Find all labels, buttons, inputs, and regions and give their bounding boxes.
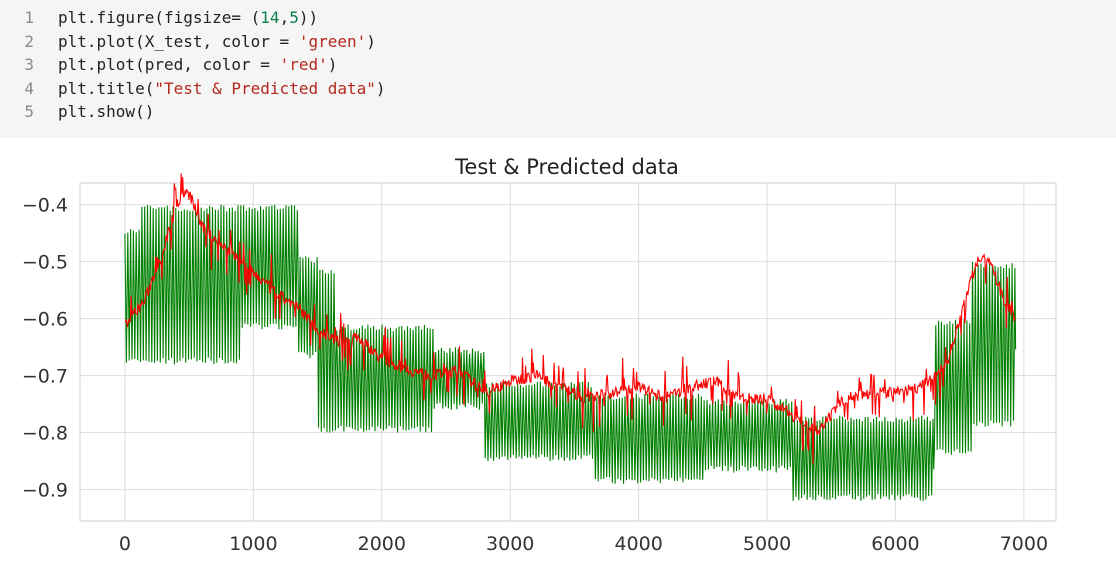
series-layer	[124, 173, 1017, 502]
x-tick-label: 4000	[614, 533, 662, 555]
code-source: plt.plot(pred, color = 'red')	[58, 53, 337, 76]
code-token: ,	[279, 8, 290, 27]
code-cell[interactable]: 1 plt.figure(figsize= (14,5)) 2 plt.plot(X_…	[0, 0, 1116, 138]
line-number: 5	[24, 102, 34, 121]
y-tick-label: −0.6	[22, 309, 68, 331]
code-token: )	[375, 78, 386, 98]
code-source: plt.plot(X_test, color = 'green')	[58, 30, 376, 53]
series-line-pred	[124, 173, 1016, 465]
series-line-test	[124, 204, 1017, 502]
line-number: 1	[24, 8, 34, 27]
line-number: 2	[24, 31, 34, 51]
code-token: )	[366, 31, 376, 51]
code-token: 'green'	[298, 31, 367, 51]
code-token: plt.show()	[58, 102, 155, 121]
y-tick-label: −0.8	[22, 423, 68, 445]
chart-title: Test & Predicted data	[454, 155, 679, 179]
tick-labels: 0 1000 2000 3000 4000 5000 6000 7000 −0.4 −0.5 −0.…	[22, 195, 1048, 555]
code-token: plt.title(	[58, 78, 155, 98]
code-source: plt.title("Test & Predicted data")	[58, 77, 386, 100]
line-number: 4	[24, 78, 34, 98]
code-token: 5	[289, 8, 299, 27]
x-tick-label: 3000	[486, 533, 534, 555]
code-source: plt.figure(figsize= (14,5))	[58, 6, 318, 29]
plot-frame	[79, 182, 1057, 522]
code-source: plt.show()	[58, 100, 154, 123]
y-tick-label: −0.9	[22, 480, 68, 502]
code-token: plt.plot(pred, color =	[58, 55, 280, 74]
code-token: 14	[260, 8, 280, 27]
y-tick-label: −0.5	[22, 252, 68, 274]
x-tick-label: 2000	[358, 533, 406, 555]
x-tick-label: 5000	[743, 533, 791, 555]
x-tick-label: 1000	[229, 533, 277, 555]
chart: 0 1000 2000 3000 4000 5000 6000 7000 −0.4 −0.5 −0.…	[22, 155, 1057, 555]
code-token: 'red'	[279, 55, 328, 74]
x-tick-label: 6000	[871, 533, 919, 555]
x-tick-label: 0	[119, 533, 131, 555]
code-token: "Test & Predicted data"	[154, 78, 376, 98]
x-tick-label: 7000	[1000, 533, 1048, 555]
y-tick-label: −0.7	[22, 366, 68, 388]
line-number: 3	[24, 55, 34, 74]
code-token: ))	[298, 8, 319, 27]
code-token: plt.figure(figsize= (	[58, 8, 261, 27]
y-tick-label: −0.4	[22, 195, 68, 217]
code-token: )	[327, 55, 338, 74]
code-token: plt.plot(X_test, color =	[58, 31, 299, 51]
